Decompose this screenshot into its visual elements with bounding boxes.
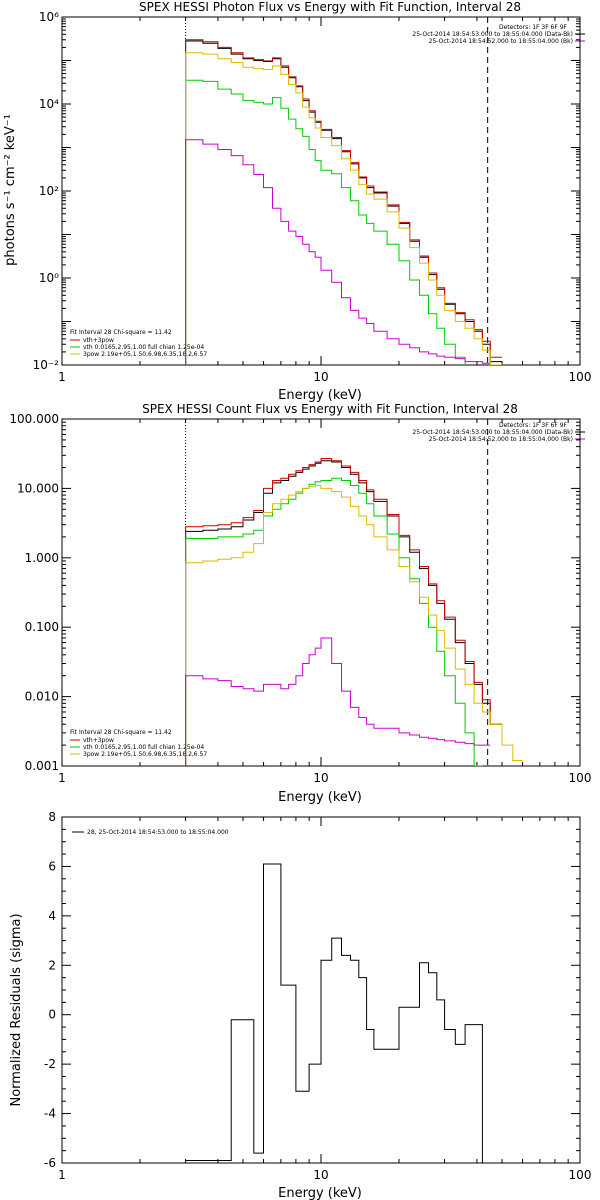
- photon-fit-vth3pow-label: vth+3pow: [83, 337, 114, 344]
- count-flux-series-data-bk: [185, 460, 502, 766]
- residuals-legend-label: 28, 25-Oct-2014 18:54:53.000 to 18:55:04…: [87, 829, 229, 836]
- x-tick-label: 10: [313, 370, 328, 384]
- count-fit-vth-label: vth 0.0165,2.95,1.00 full chian 1.25e-04: [83, 744, 204, 751]
- photon-fit-vth-label: vth 0.0165,2.95,1.00 full chian 1.25e-04: [83, 344, 204, 351]
- photon-legend-heading: Detectors: 1F 3F 6F 9F: [499, 24, 568, 31]
- count-flux-xlabel: Energy (keV): [278, 790, 362, 805]
- photon-flux-ylabel: photons s⁻¹ cm⁻² keV⁻¹: [3, 114, 18, 266]
- x-tick-label: 1: [58, 370, 66, 384]
- x-tick-label: 10: [313, 1168, 328, 1182]
- count-flux-series-vth-3pow: [185, 458, 502, 766]
- photon-fit-3pow-label: 3pow 2.19e+05,1.50,6.98,6.35,18.2,6.57: [83, 351, 207, 358]
- photon-flux-series-vth: [185, 79, 466, 365]
- photon-flux-panel: SPEX HESSI Photon Flux vs Energy with Fi…: [3, 0, 592, 403]
- residuals-xlabel: Energy (keV): [278, 1186, 362, 1200]
- y-tick-label: 2: [48, 958, 56, 972]
- y-tick-label: 10⁻²: [33, 358, 60, 372]
- photon-fit-heading: Fit Interval 28 Chi-square = 11.42: [70, 329, 172, 336]
- count-fit-vth3pow-label: vth+3pow: [83, 737, 114, 744]
- photon-flux-series-vth-3pow: [185, 39, 502, 365]
- count-legend-heading: Detectors: 1F 3F 6F 9F: [499, 422, 568, 429]
- y-tick-label: -6: [44, 1156, 56, 1170]
- photon-flux-title: SPEX HESSI Photon Flux vs Energy with Fi…: [139, 0, 521, 14]
- y-tick-label: 0.010: [25, 690, 59, 704]
- count-fit-3pow-label: 3pow 2.19e+05,1.50,6.98,6.35,18.2,6.57: [83, 751, 207, 758]
- x-tick-label: 100: [569, 370, 592, 384]
- photon-flux-series-3pow: [185, 52, 503, 365]
- photon-flux-series-bk: [185, 139, 491, 365]
- y-tick-label: -4: [44, 1107, 56, 1121]
- photon-flux-plot-frame: [61, 16, 581, 366]
- y-tick-label: 10.000: [17, 481, 59, 495]
- y-tick-label: 100.000: [9, 412, 59, 426]
- y-tick-label: 10⁰: [39, 271, 59, 285]
- y-tick-label: 1.000: [25, 551, 59, 565]
- photon-flux-series-data-bk: [185, 40, 502, 365]
- x-tick-label: 1: [58, 1168, 66, 1182]
- count-flux-title: SPEX HESSI Count Flux vs Energy with Fit…: [142, 402, 518, 416]
- x-tick-label: 100: [569, 771, 592, 785]
- y-tick-label: -2: [44, 1057, 56, 1071]
- count-flux-plot-frame: [61, 418, 581, 767]
- y-tick-label: 10²: [39, 184, 59, 198]
- x-tick-label: 1: [58, 771, 66, 785]
- count-fit-heading: Fit Interval 28 Chi-square = 11.42: [70, 729, 172, 736]
- x-tick-label: 10: [313, 771, 328, 785]
- count-legend-data-label: 25-Oct-2014 18:54:53.000 to 18:55:04.000…: [412, 429, 573, 436]
- residuals-panel: Energy (keV) Normalized Residuals (sigma…: [9, 810, 591, 1200]
- y-tick-label: 10⁴: [39, 97, 59, 111]
- y-tick-label: 8: [48, 810, 56, 824]
- y-tick-label: 6: [48, 859, 56, 873]
- photon-legend-bk-label: 25-Oct-2014 18:54:52.000 to 18:55:04.000…: [429, 38, 573, 45]
- y-tick-label: 4: [48, 909, 56, 923]
- y-tick-label: 10⁶: [39, 10, 59, 24]
- residuals-series-28: [185, 863, 491, 1163]
- y-tick-label: 0.001: [25, 759, 59, 773]
- photon-flux-xlabel: Energy (keV): [278, 388, 362, 403]
- x-tick-label: 100: [569, 1168, 592, 1182]
- photon-legend-data-label: 25-Oct-2014 18:54:53.000 to 18:55:04.000…: [412, 31, 573, 38]
- count-legend-bk-label: 25-Oct-2014 18:54:52.000 to 18:55:04.000…: [429, 436, 573, 443]
- count-flux-series-bk: [185, 637, 491, 766]
- count-flux-series-3pow: [185, 485, 523, 766]
- residuals-ylabel: Normalized Residuals (sigma): [9, 913, 24, 1106]
- count-flux-panel: SPEX HESSI Count Flux vs Energy with Fit…: [9, 402, 592, 805]
- y-tick-label: 0.100: [25, 620, 59, 634]
- y-tick-label: 0: [48, 1008, 56, 1022]
